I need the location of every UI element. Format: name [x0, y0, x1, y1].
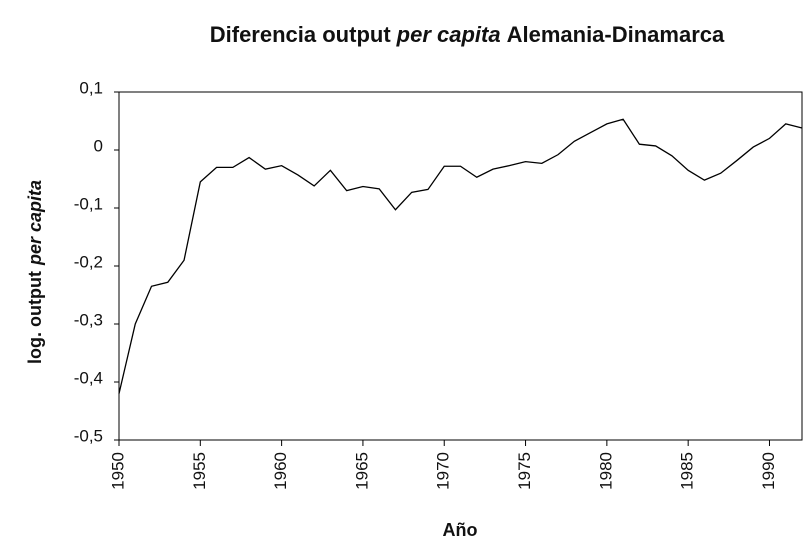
x-tick-label: 1950	[108, 452, 127, 490]
x-tick-label: 1975	[515, 452, 534, 490]
text-part: Diferencia output	[210, 22, 392, 47]
y-tick-label: 0,1	[79, 78, 103, 97]
x-tick-label: 1960	[271, 452, 290, 490]
y-tick-label: -0,1	[74, 194, 103, 213]
x-tick-label: 1990	[759, 452, 778, 490]
text-part: per capita	[25, 180, 45, 266]
text-part: per capita	[396, 22, 501, 47]
y-tick-label: 0	[94, 136, 103, 155]
y-tick-label: -0,3	[74, 310, 103, 329]
chart-title: Diferencia output per capita Alemania-Dina…	[210, 22, 725, 47]
x-tick-label: 1970	[434, 452, 453, 490]
data-line	[118, 118, 803, 394]
x-tick-label: 1985	[678, 452, 697, 490]
x-axis-title: Año	[443, 520, 478, 540]
text-part: Alemania-Dinamarca	[507, 22, 725, 47]
x-tick-label: 1955	[190, 452, 209, 490]
y-tick-label: -0,2	[74, 252, 103, 271]
text-part: log. output	[25, 271, 45, 364]
plot-frame	[118, 91, 803, 441]
x-tick-label: 1980	[596, 452, 615, 490]
x-tick-label: 1965	[352, 452, 371, 490]
y-axis-title: log. output per capita	[25, 180, 45, 364]
y-tick-label: -0,5	[74, 426, 103, 445]
y-tick-label: -0,4	[74, 368, 103, 387]
